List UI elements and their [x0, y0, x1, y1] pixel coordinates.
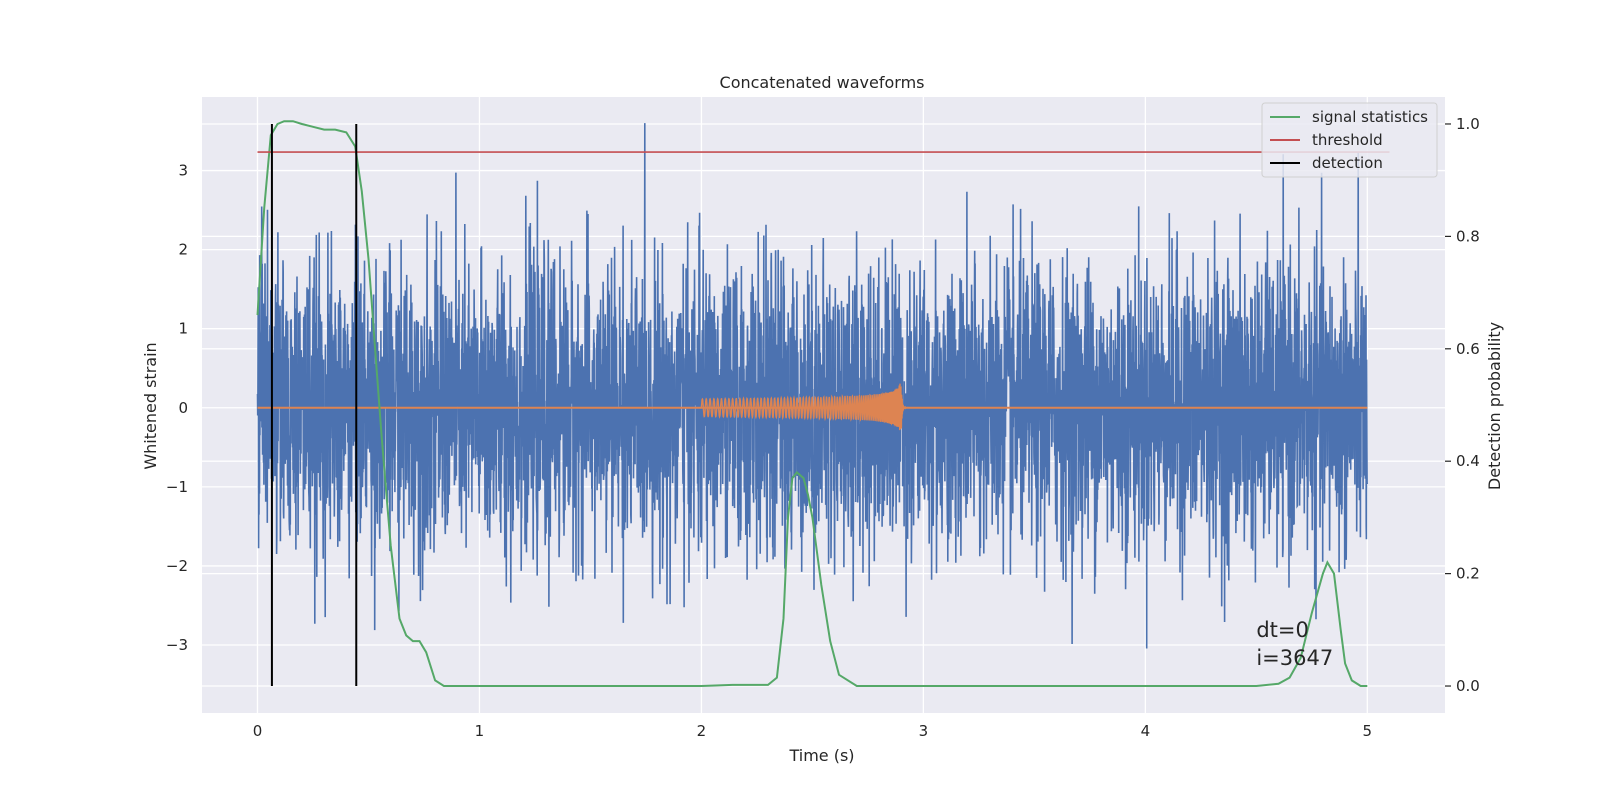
y-tick-label: −3 — [166, 636, 188, 654]
y2-tick-label: 0.0 — [1456, 677, 1480, 695]
y-tick-label: −1 — [166, 478, 188, 496]
x-axis-label: Time (s) — [788, 746, 854, 765]
y-tick-label: 2 — [178, 241, 188, 259]
legend-label-threshold: threshold — [1312, 131, 1383, 149]
detection-lines — [270, 123, 358, 687]
noise-series — [256, 123, 1369, 649]
x-tick-label: 5 — [1363, 722, 1373, 740]
x-tick-label: 4 — [1141, 722, 1151, 740]
y2-tick-label: 0.6 — [1456, 340, 1480, 358]
annotation-index: i=3647 — [1256, 646, 1333, 670]
chirp-series — [700, 383, 908, 431]
x-tick-label: 1 — [475, 722, 485, 740]
signal-statistics-line — [256, 120, 1368, 687]
y2-axis-label: Detection probability — [1485, 322, 1504, 490]
y-tick-label: −2 — [166, 557, 188, 575]
y2-tick-label: 0.8 — [1456, 227, 1480, 245]
y-axis-left: −3 −2 −1 0 1 2 3 — [166, 162, 188, 654]
chart-title: Concatenated waveforms — [720, 73, 925, 92]
y-axis-label: Whitened strain — [141, 342, 160, 469]
y-tick-label: 3 — [178, 162, 188, 180]
x-tick-label: 0 — [253, 722, 263, 740]
legend-box — [1261, 102, 1438, 178]
legend: signal statistics threshold detection — [1261, 102, 1438, 178]
x-tick-label: 2 — [697, 722, 707, 740]
legend-label-detection: detection — [1312, 154, 1383, 172]
data-layer — [256, 120, 1390, 687]
y-tick-label: 0 — [178, 399, 188, 417]
y2-tick-label: 0.2 — [1456, 565, 1480, 583]
y2-tick-label: 1.0 — [1456, 115, 1480, 133]
y2-tick-label: 0.4 — [1456, 452, 1480, 470]
y-tick-label: 1 — [178, 320, 188, 338]
annotation-dt: dt=0 — [1256, 618, 1309, 642]
legend-label-signal-statistics: signal statistics — [1312, 108, 1428, 126]
x-tick-label: 3 — [919, 722, 929, 740]
y-axis-right: 0.0 0.2 0.4 0.6 0.8 1.0 — [1445, 115, 1480, 695]
x-axis: 0 1 2 3 4 5 — [253, 722, 1372, 740]
